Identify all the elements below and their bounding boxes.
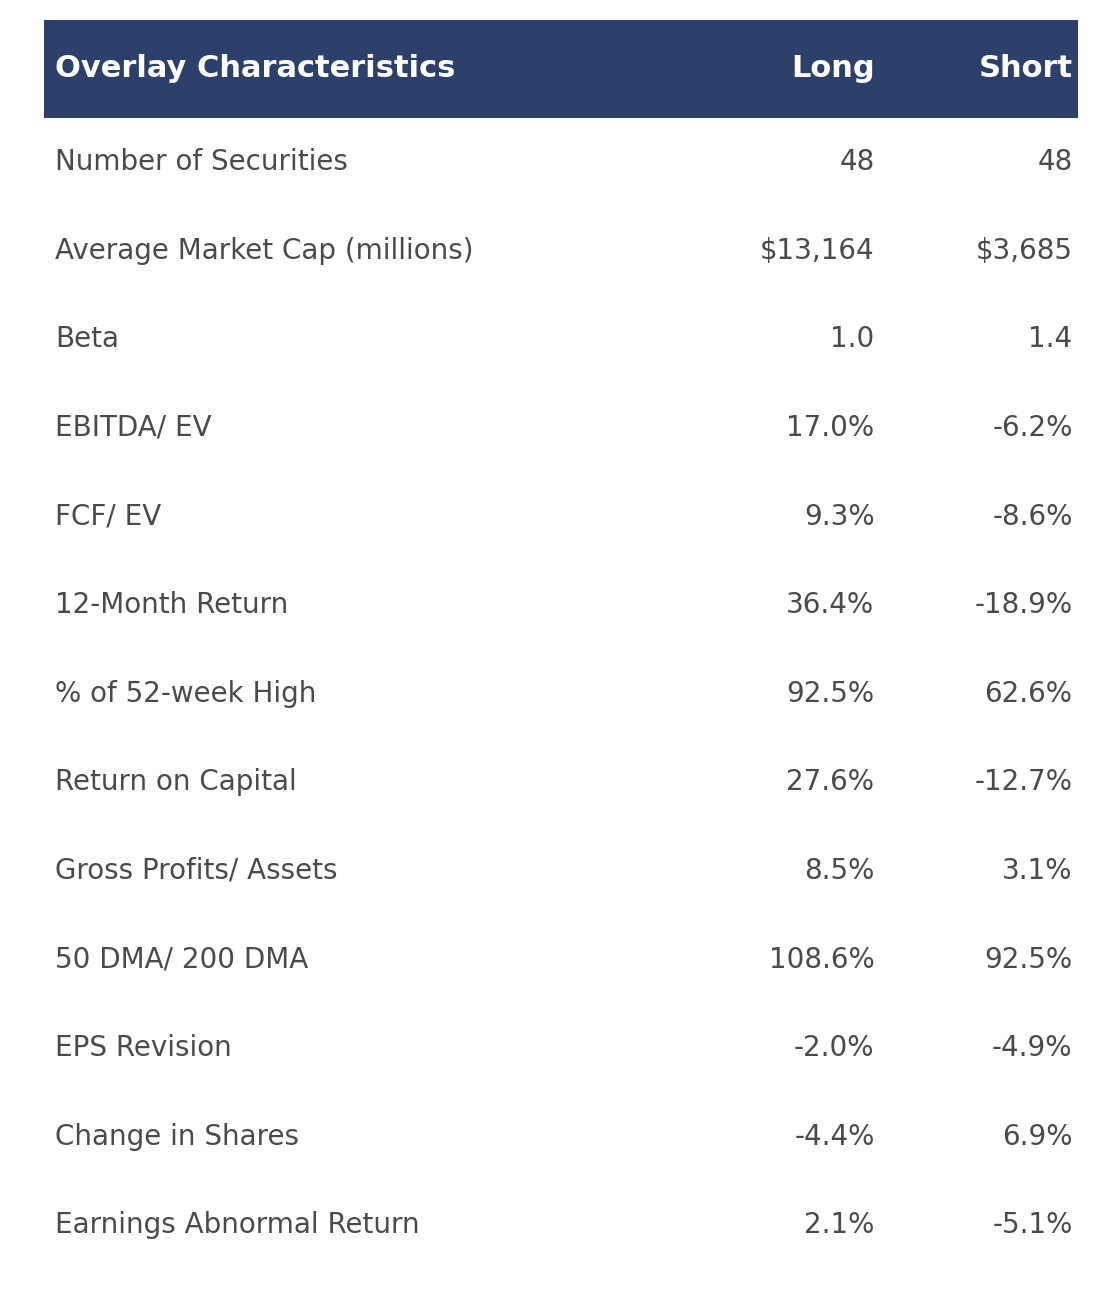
Text: 1.4: 1.4	[1028, 326, 1072, 353]
Text: 92.5%: 92.5%	[786, 679, 875, 708]
Text: Gross Profits/ Assets: Gross Profits/ Assets	[55, 857, 338, 885]
Text: 6.9%: 6.9%	[1002, 1123, 1072, 1151]
Text: FCF/ EV: FCF/ EV	[55, 503, 162, 530]
Text: Return on Capital: Return on Capital	[55, 768, 297, 796]
Text: 8.5%: 8.5%	[804, 857, 875, 885]
Text: 2.1%: 2.1%	[804, 1211, 875, 1240]
Text: 92.5%: 92.5%	[984, 945, 1072, 974]
Text: 17.0%: 17.0%	[786, 414, 875, 442]
Text: Long: Long	[791, 54, 874, 84]
Text: -4.4%: -4.4%	[794, 1123, 874, 1151]
Text: EBITDA/ EV: EBITDA/ EV	[55, 414, 211, 442]
Text: 12-Month Return: 12-Month Return	[55, 592, 288, 619]
Text: 36.4%: 36.4%	[786, 592, 875, 619]
Text: -12.7%: -12.7%	[975, 768, 1072, 796]
Text: 108.6%: 108.6%	[769, 945, 875, 974]
Text: EPS Revision: EPS Revision	[55, 1034, 232, 1062]
Text: -2.0%: -2.0%	[794, 1034, 874, 1062]
Text: Overlay Characteristics: Overlay Characteristics	[55, 54, 455, 84]
FancyBboxPatch shape	[44, 20, 1078, 118]
Text: % of 52-week High: % of 52-week High	[55, 679, 317, 708]
Text: Number of Securities: Number of Securities	[55, 148, 348, 177]
Text: -8.6%: -8.6%	[992, 503, 1072, 530]
Text: 3.1%: 3.1%	[1002, 857, 1072, 885]
Text: -18.9%: -18.9%	[975, 592, 1072, 619]
Text: 50 DMA/ 200 DMA: 50 DMA/ 200 DMA	[55, 945, 308, 974]
Text: 27.6%: 27.6%	[786, 768, 875, 796]
Text: 48: 48	[839, 148, 875, 177]
Text: 9.3%: 9.3%	[804, 503, 875, 530]
Text: 1.0: 1.0	[830, 326, 874, 353]
Text: Average Market Cap (millions): Average Market Cap (millions)	[55, 237, 473, 264]
Text: -5.1%: -5.1%	[992, 1211, 1072, 1240]
Text: $13,164: $13,164	[760, 237, 874, 264]
Text: $3,685: $3,685	[976, 237, 1072, 264]
Text: Beta: Beta	[55, 326, 119, 353]
Text: 48: 48	[1037, 148, 1072, 177]
Text: -6.2%: -6.2%	[992, 414, 1072, 442]
Text: Short: Short	[978, 54, 1072, 84]
Text: Change in Shares: Change in Shares	[55, 1123, 299, 1151]
Text: -4.9%: -4.9%	[992, 1034, 1072, 1062]
Text: 62.6%: 62.6%	[984, 679, 1072, 708]
Text: Earnings Abnormal Return: Earnings Abnormal Return	[55, 1211, 419, 1240]
